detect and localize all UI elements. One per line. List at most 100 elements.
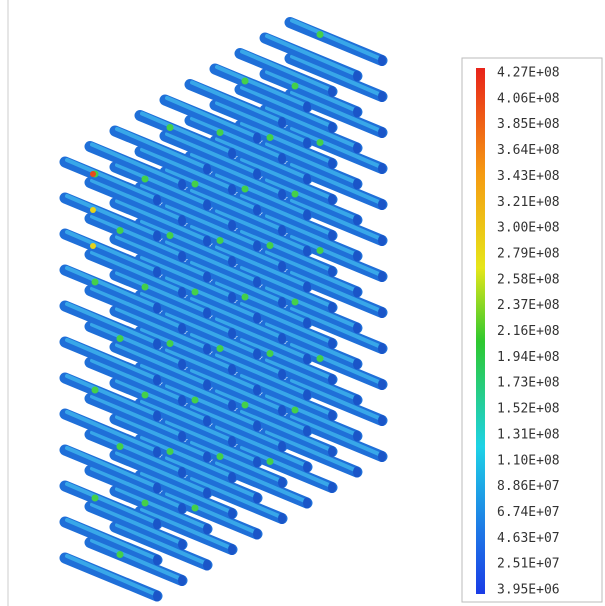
rod-end bbox=[278, 441, 286, 452]
rod-end bbox=[278, 513, 286, 524]
rod-end bbox=[228, 472, 236, 483]
legend-label: 3.85E+08 bbox=[497, 117, 560, 132]
rod-end bbox=[153, 519, 161, 530]
rod-end bbox=[328, 122, 336, 133]
stress-spot bbox=[292, 299, 299, 306]
rod-end bbox=[353, 71, 361, 82]
rod-end bbox=[303, 210, 311, 221]
legend-label: 1.73E+08 bbox=[497, 376, 560, 391]
rod-end bbox=[253, 313, 261, 324]
rod-end bbox=[353, 323, 361, 334]
rod-end bbox=[228, 364, 236, 375]
stress-spot bbox=[217, 345, 224, 352]
legend-label: 1.10E+08 bbox=[497, 453, 560, 468]
stress-spot bbox=[142, 284, 149, 291]
rod-end bbox=[303, 426, 311, 437]
rod-end bbox=[353, 287, 361, 298]
rod-end bbox=[303, 318, 311, 329]
rod-end bbox=[153, 339, 161, 350]
rod-end bbox=[253, 421, 261, 432]
rod-end bbox=[353, 395, 361, 406]
rod-end bbox=[228, 292, 236, 303]
legend-label: 4.06E+08 bbox=[497, 91, 560, 106]
legend-label: 8.86E+07 bbox=[497, 479, 560, 494]
stress-spot bbox=[92, 387, 99, 394]
stress-spot bbox=[267, 458, 274, 465]
rod-end bbox=[153, 483, 161, 494]
rod-end bbox=[303, 282, 311, 293]
rod-end bbox=[278, 225, 286, 236]
rod-end bbox=[278, 117, 286, 128]
legend-label: 3.43E+08 bbox=[497, 169, 560, 184]
rod-end bbox=[228, 328, 236, 339]
rod-end bbox=[228, 400, 236, 411]
rod-end bbox=[253, 457, 261, 468]
rod-end bbox=[353, 143, 361, 154]
rod-end bbox=[178, 287, 186, 298]
stress-spot bbox=[167, 448, 174, 455]
rod-end bbox=[378, 199, 386, 210]
rod-end bbox=[278, 297, 286, 308]
legend-label: 4.63E+07 bbox=[497, 531, 560, 546]
rod-end bbox=[278, 333, 286, 344]
stress-spot bbox=[117, 227, 124, 234]
rod-end bbox=[278, 261, 286, 272]
rod-end bbox=[353, 467, 361, 478]
stress-spot bbox=[117, 551, 124, 558]
legend-label: 2.37E+08 bbox=[497, 298, 560, 313]
rod-end bbox=[153, 411, 161, 422]
screen: 4.27E+084.06E+083.85E+083.64E+083.43E+08… bbox=[0, 0, 605, 606]
rod-end bbox=[378, 307, 386, 318]
rod-end bbox=[178, 323, 186, 334]
stress-spot bbox=[267, 242, 274, 249]
rod-end bbox=[178, 395, 186, 406]
stress-spot bbox=[242, 402, 249, 409]
rod-end bbox=[378, 451, 386, 462]
legend-label: 4.27E+08 bbox=[497, 66, 560, 81]
rod-end bbox=[153, 267, 161, 278]
stress-spot bbox=[317, 139, 324, 146]
rod-end bbox=[328, 266, 336, 277]
stress-spot bbox=[142, 176, 149, 183]
color-bar bbox=[476, 68, 485, 594]
rod-end bbox=[303, 354, 311, 365]
rod-end bbox=[303, 138, 311, 149]
rod-end bbox=[378, 127, 386, 138]
stress-spot bbox=[90, 243, 96, 249]
legend-label: 1.52E+08 bbox=[497, 402, 560, 417]
rod-end bbox=[353, 359, 361, 370]
rod-end bbox=[253, 241, 261, 252]
legend-label: 2.16E+08 bbox=[497, 324, 560, 339]
stress-spot bbox=[142, 392, 149, 399]
rod-end bbox=[178, 359, 186, 370]
legend-label: 6.74E+07 bbox=[497, 505, 560, 520]
rod-end bbox=[253, 133, 261, 144]
rod-end bbox=[328, 482, 336, 493]
rod-end bbox=[353, 251, 361, 262]
stress-spot bbox=[217, 453, 224, 460]
rod-end bbox=[153, 447, 161, 458]
rod-end bbox=[328, 410, 336, 421]
stress-spot bbox=[192, 289, 199, 296]
rod-end bbox=[378, 235, 386, 246]
rod-end bbox=[178, 575, 186, 586]
stress-spot bbox=[92, 279, 99, 286]
rod-end bbox=[203, 164, 211, 175]
rod-end bbox=[378, 271, 386, 282]
rod-end bbox=[228, 436, 236, 447]
stress-spot bbox=[117, 443, 124, 450]
rod-end bbox=[278, 189, 286, 200]
legend-label: 1.31E+08 bbox=[497, 427, 560, 442]
stress-spot bbox=[192, 397, 199, 404]
rod-end bbox=[203, 452, 211, 463]
rod-end bbox=[328, 230, 336, 241]
rod-end bbox=[228, 544, 236, 555]
rod-end bbox=[153, 303, 161, 314]
legend-label: 1.94E+08 bbox=[497, 350, 560, 365]
rod-end bbox=[278, 369, 286, 380]
legend-label: 3.21E+08 bbox=[497, 195, 560, 210]
rod-end bbox=[178, 431, 186, 442]
rod-end bbox=[378, 343, 386, 354]
rod-end bbox=[328, 374, 336, 385]
model-view bbox=[65, 21, 386, 602]
